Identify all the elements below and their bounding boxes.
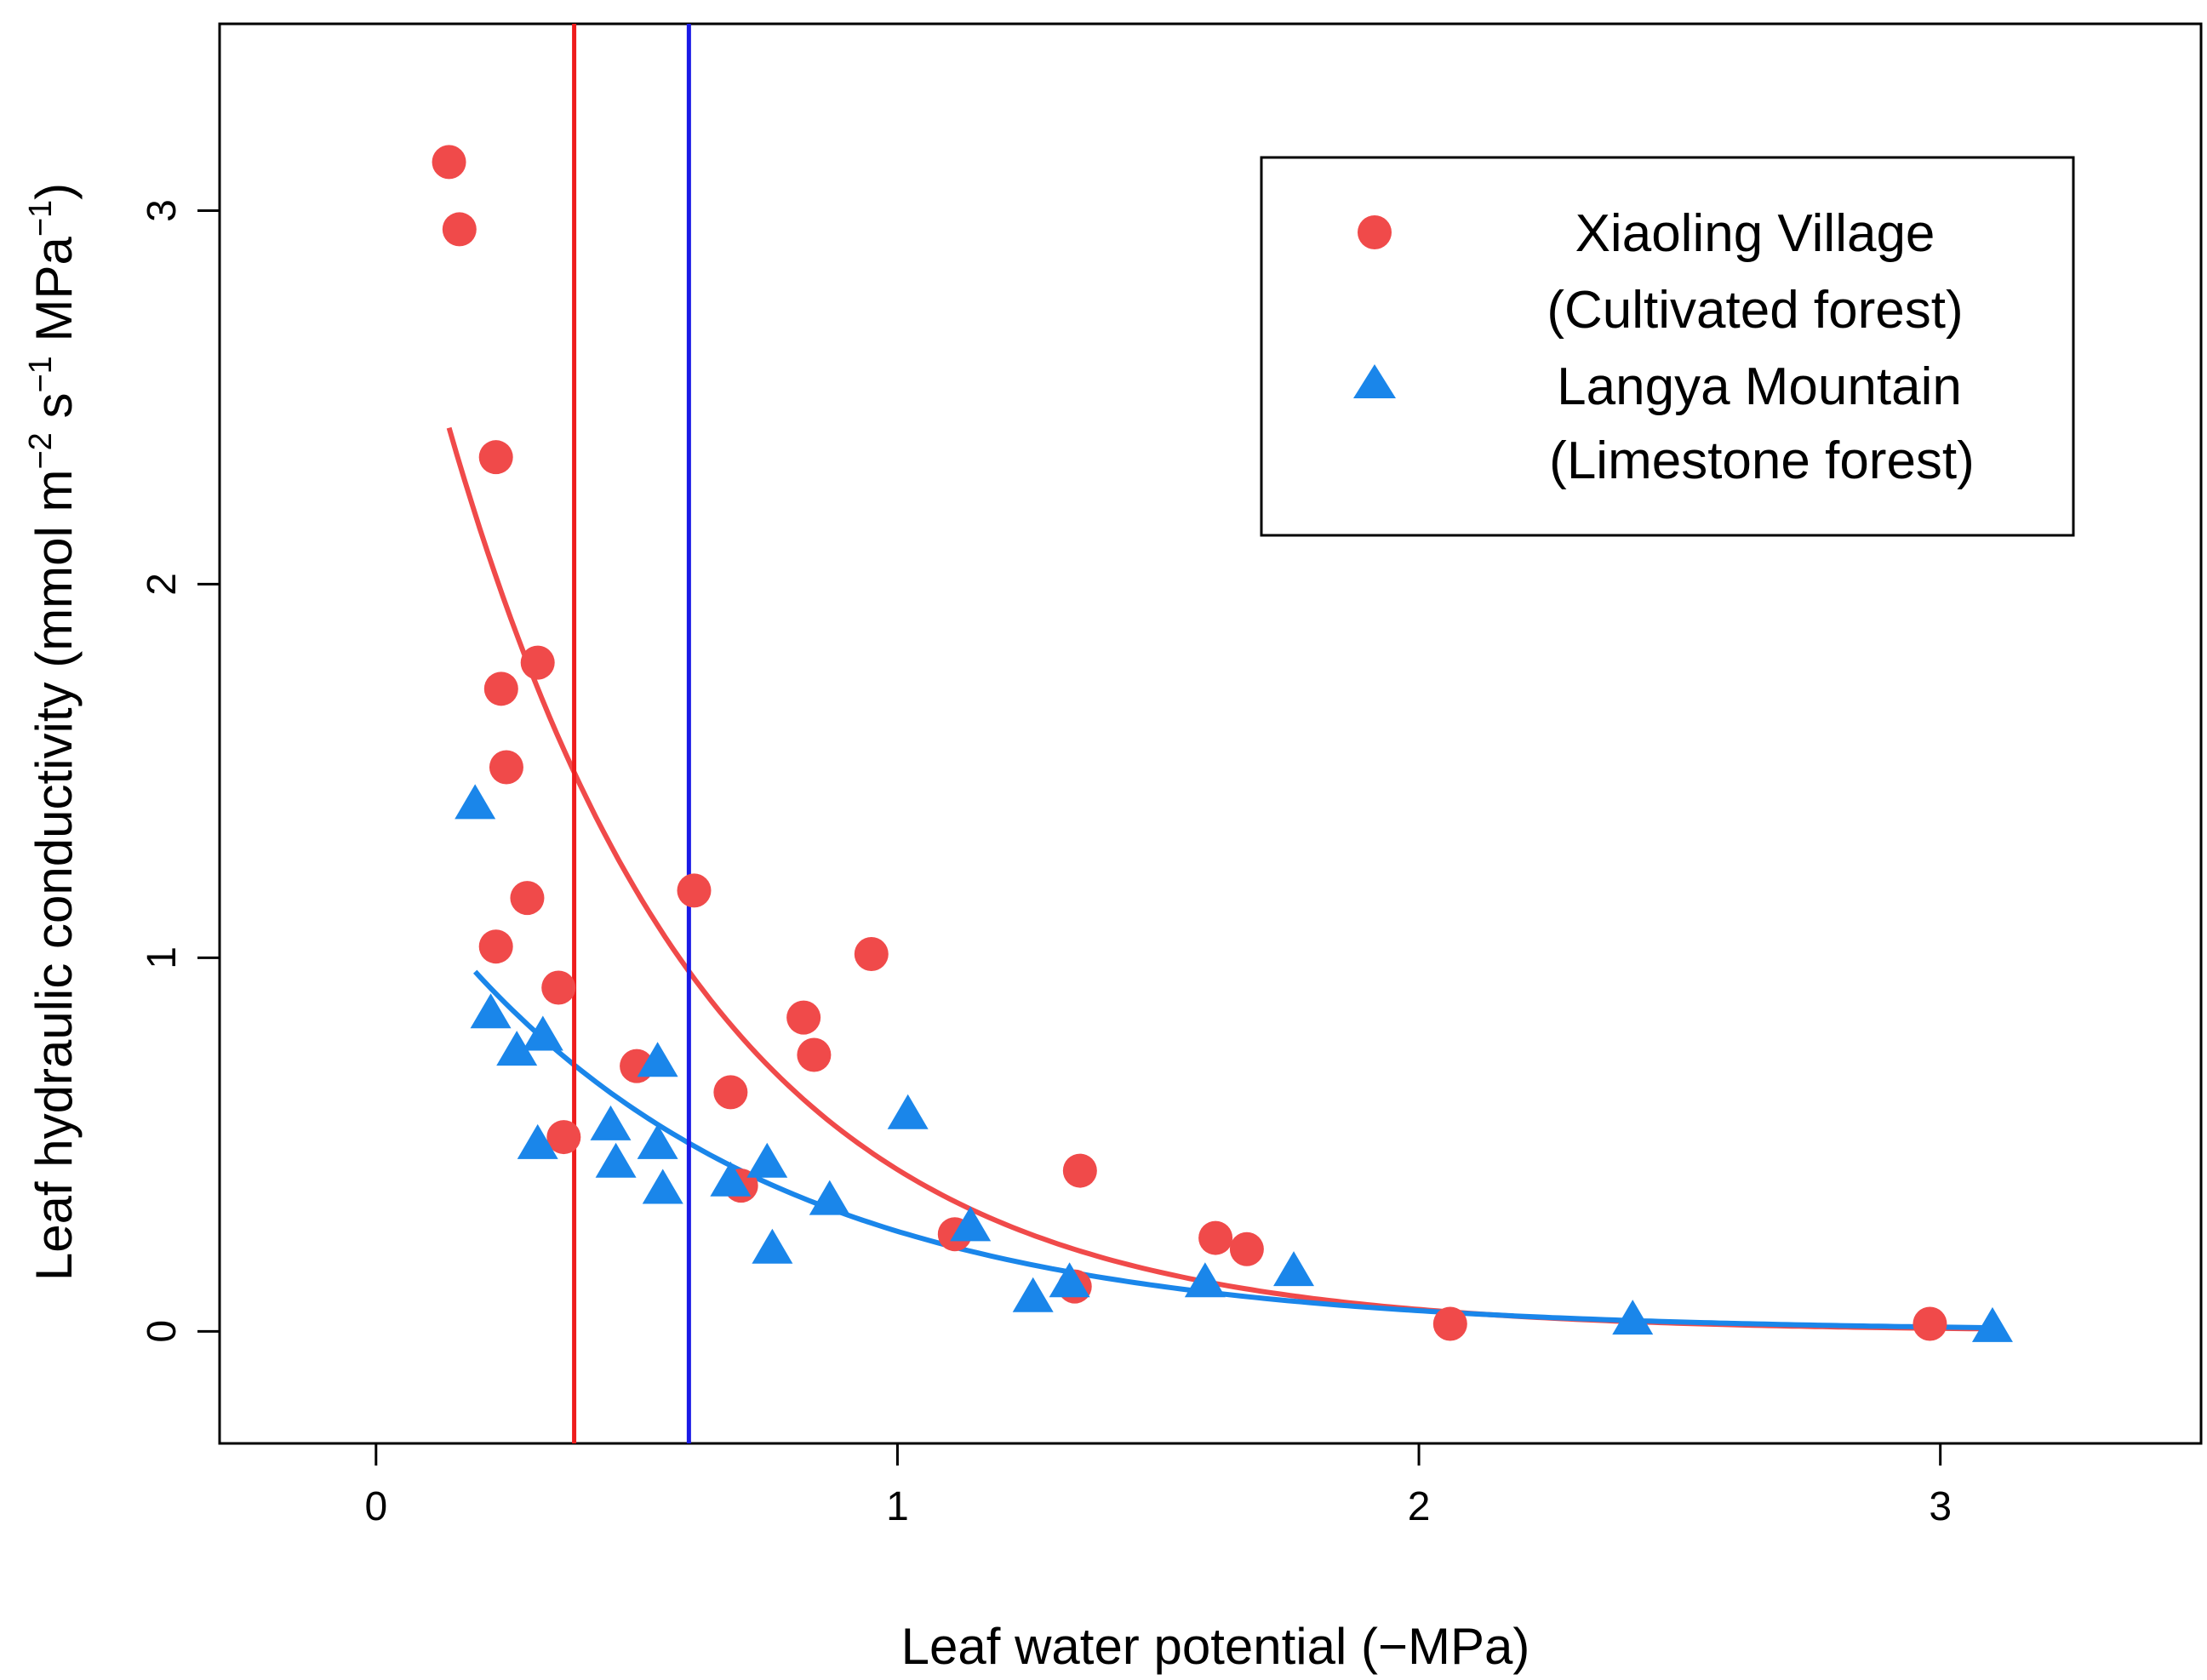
y-axis-title-part: Leaf hydraulic conductivity (mmol m [26, 470, 83, 1282]
y-axis-title-part: MPa [26, 237, 83, 357]
point-xiaoling [1198, 1220, 1233, 1255]
point-xiaoling [1913, 1306, 1947, 1341]
point-langya [517, 1123, 558, 1159]
x-tick-label: 1 [886, 1484, 909, 1529]
point-xiaoling [510, 881, 545, 916]
x-tick-label: 2 [1408, 1484, 1431, 1529]
point-langya [595, 1142, 637, 1178]
point-langya [1971, 1306, 2013, 1342]
y-axis-title-part: s [26, 393, 83, 433]
point-xiaoling [483, 671, 518, 706]
legend-label-xiaoling-line2: (Cultivated forest) [1547, 281, 1963, 340]
point-langya [637, 1042, 678, 1077]
x-tick-label: 3 [1929, 1484, 1952, 1529]
point-xiaoling [478, 929, 513, 964]
y-axis-title-part: ) [26, 183, 83, 200]
legend-label-langya-line1: Langya Mountain [1557, 357, 1962, 416]
point-xiaoling [546, 1120, 581, 1155]
y-axis-title-superscript: −2 [23, 432, 59, 469]
point-xiaoling [1229, 1231, 1264, 1266]
point-langya [710, 1161, 752, 1197]
point-xiaoling [1432, 1306, 1467, 1341]
legend-label-langya-line2: (Limestone forest) [1549, 431, 1975, 490]
point-xiaoling [432, 145, 466, 180]
point-langya [1012, 1277, 1054, 1312]
point-xiaoling [520, 645, 555, 680]
point-langya [455, 784, 496, 820]
y-axis-title-superscript: −1 [23, 356, 59, 392]
axes: 0 1 2 3 0 1 2 3 [140, 199, 1952, 1529]
point-langya [1612, 1300, 1654, 1335]
point-xiaoling [1062, 1153, 1097, 1188]
point-langya [809, 1180, 850, 1215]
legend-marker-triangle [1353, 364, 1396, 398]
point-langya [887, 1094, 929, 1129]
point-langya [470, 993, 512, 1029]
y-tick-label: 2 [140, 573, 185, 596]
point-xiaoling [797, 1037, 832, 1072]
point-xiaoling [677, 873, 712, 908]
point-langya [1273, 1251, 1315, 1287]
threshold-lines [572, 24, 691, 1443]
point-xiaoling [854, 936, 889, 971]
legend-label-xiaoling-line1: Xiaoling Village [1575, 204, 1935, 263]
x-axis-title: Leaf water potential (−MPa) [901, 1618, 1530, 1675]
fit-curves [446, 426, 1993, 1332]
point-xiaoling [786, 1000, 821, 1035]
point-xiaoling [713, 1075, 748, 1110]
y-tick-label: 1 [140, 946, 185, 969]
legend: Xiaoling Village (Cultivated forest) Lan… [1260, 156, 2075, 537]
point-langya [1184, 1262, 1226, 1298]
y-tick-label: 0 [140, 1320, 185, 1343]
point-xiaoling [442, 212, 477, 247]
point-xiaoling [489, 750, 523, 785]
point-langya [752, 1228, 793, 1264]
x-tick-label: 0 [364, 1484, 387, 1529]
point-langya [637, 1123, 678, 1159]
y-tick-label: 3 [140, 199, 185, 222]
point-langya [1049, 1262, 1090, 1298]
legend-marker-circle [1358, 215, 1392, 249]
point-langya [590, 1105, 632, 1140]
fit-curve-series-0 [446, 426, 1993, 1332]
y-axis-title: Leaf hydraulic conductivity (mmol m−2 s−… [23, 183, 83, 1281]
point-xiaoling [478, 440, 513, 475]
y-axis-title-superscript: −1 [23, 200, 59, 237]
data-points [432, 145, 2013, 1342]
point-langya [746, 1142, 788, 1178]
point-langya [950, 1206, 992, 1242]
point-langya [496, 1031, 538, 1066]
fit-curve-series-1 [472, 969, 1993, 1331]
point-langya [522, 1015, 563, 1051]
point-xiaoling [541, 970, 576, 1005]
legend-box [1260, 156, 2075, 537]
point-langya [642, 1169, 683, 1204]
plot-frame [218, 22, 2203, 1445]
